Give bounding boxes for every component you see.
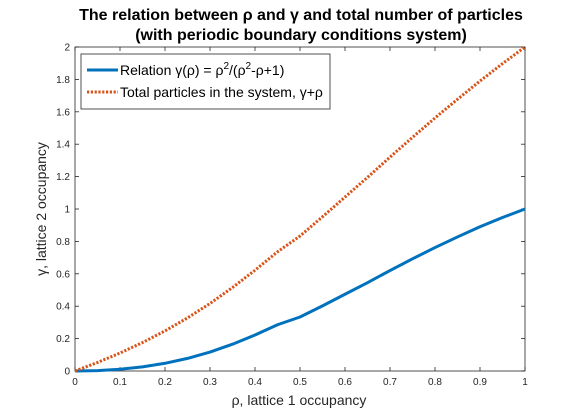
x-tick-label: 0.1 — [113, 377, 127, 388]
x-axis-label: ρ, lattice 1 occupancy — [232, 392, 367, 408]
y-tick-label: 0.4 — [56, 302, 70, 313]
y-tick-label: 0 — [64, 367, 70, 378]
legend-label-relation: Relation γ(ρ) = ρ2/(ρ2-ρ+1) — [120, 61, 284, 78]
y-tick-label: 1.2 — [56, 172, 70, 183]
x-tick-label: 0.4 — [248, 377, 262, 388]
x-tick-label: 0.9 — [473, 377, 487, 388]
y-tick-label: 1.8 — [56, 75, 70, 86]
legend: Relation γ(ρ) = ρ2/(ρ2-ρ+1) Total partic… — [81, 54, 330, 109]
y-tick-label: 1.6 — [56, 107, 70, 118]
x-tick-label: 0.3 — [203, 377, 217, 388]
legend-label-total: Total particles in the system, γ+ρ — [120, 84, 323, 100]
y-axis-label: γ, lattice 2 occupancy — [33, 142, 49, 276]
y-tick-label: 2 — [64, 43, 70, 54]
y-tick-label: 0.8 — [56, 237, 70, 248]
x-tick-label: 1 — [522, 377, 528, 388]
y-tick-label: 0.2 — [56, 334, 70, 345]
x-tick-label: 0 — [72, 377, 78, 388]
y-tick-label: 0.6 — [56, 269, 70, 280]
x-tick-label: 0.2 — [158, 377, 172, 388]
x-tick-label: 0.7 — [383, 377, 397, 388]
x-tick-label: 0.6 — [338, 377, 352, 388]
x-tick-label: 0.8 — [428, 377, 442, 388]
y-tick-label: 1.4 — [56, 140, 70, 151]
chart-title-line1: The relation between ρ and γ and total n… — [79, 7, 523, 24]
y-tick-label: 1 — [64, 205, 70, 216]
chart-title-line2: (with periodic boundary conditions syste… — [135, 27, 467, 44]
x-tick-label: 0.5 — [293, 377, 307, 388]
